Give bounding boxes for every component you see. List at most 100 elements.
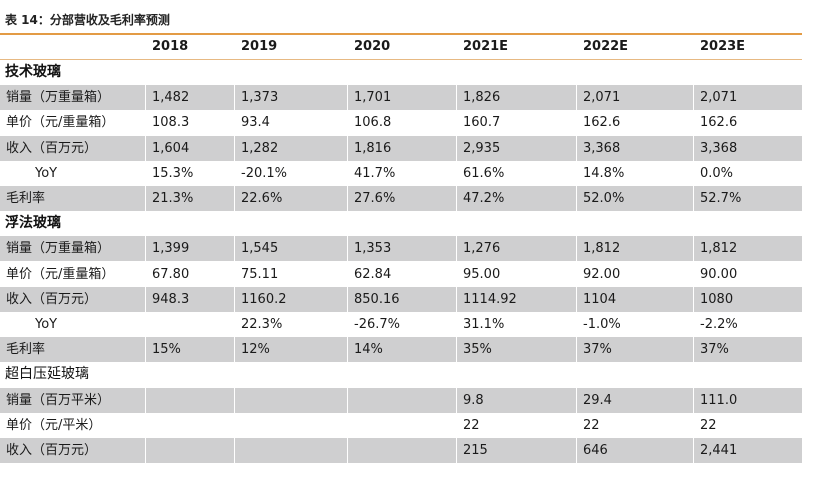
row-label: 销量（百万平米） [6,392,111,408]
value-cell: 1,604 [146,135,234,161]
cell-value: 52.0% [583,191,625,206]
cell-value: 29.4 [583,392,612,408]
row-label-cell: 超白压延玻璃 [0,362,145,387]
value-cell [457,211,576,236]
value-cell [146,312,234,337]
value-cell: 111.0 [694,387,802,413]
table-row: 单价（元/重量箱） 108.3 93.4 106.8 160.7 162.6 162.6 [0,110,802,135]
header-divider [0,59,802,60]
value-cell [457,60,576,85]
value-cell: 1104 [577,286,693,312]
value-cell [348,60,456,85]
cell-value: 3,368 [583,140,621,156]
value-cell [348,413,456,438]
value-cell: 37% [694,337,802,363]
cell-value: 2,071 [700,90,738,106]
row-label-cell: 毛利率 [0,337,145,363]
cell-value: 111.0 [700,392,738,408]
value-cell: 12% [235,337,347,363]
table-header-row: 2018 2019 2020 2021E 2022E 2023E [0,34,802,59]
row-label: 销量（万重量箱） [6,90,111,106]
cell-value: 47.2% [463,191,505,206]
value-cell [235,60,347,85]
cell-value: 37% [700,342,729,358]
value-cell [694,362,802,387]
cell-value: 1160.2 [241,291,287,307]
cell-value: 67.80 [152,266,190,282]
cell-value: 160.7 [463,115,501,131]
value-cell: 162.6 [577,110,693,135]
row-label: 收入（百万元） [6,140,98,156]
value-cell: 948.3 [146,286,234,312]
value-cell: 62.84 [348,262,456,287]
header-cell-2023e: 2023E [700,39,746,54]
value-cell: 1,482 [146,85,234,111]
value-cell: 106.8 [348,110,456,135]
value-cell: 160.7 [457,110,576,135]
cell-value: 52.7% [700,191,742,206]
value-cell: 1,701 [348,85,456,111]
table-row: 收入（百万元） 215 646 2,441 [0,438,802,463]
cell-value: 1,353 [354,241,392,257]
row-label-cell: 收入（百万元） [0,286,145,312]
cell-value: 9.8 [463,392,484,408]
row-label-cell: YoY [0,312,145,337]
row-label: 单价（元/平米） [6,417,102,433]
row-label-cell: 单价（元/平米） [0,413,145,438]
cell-value: 15.3% [152,165,194,181]
value-cell [348,211,456,236]
value-cell: 93.4 [235,110,347,135]
cell-value: 948.3 [152,291,190,307]
value-cell: -20.1% [235,161,347,186]
value-cell: 1114.92 [457,286,576,312]
cell-value: 106.8 [354,115,392,131]
cell-value: 31.1% [463,317,505,332]
value-cell: 0.0% [694,161,802,186]
table-title: 表 14：分部营收及毛利率预测 [5,13,170,27]
value-cell: 2,441 [694,438,802,463]
cell-value: 2,935 [463,140,501,156]
value-cell: 92.00 [577,262,693,287]
value-cell: 850.16 [348,286,456,312]
value-cell: 1,373 [235,85,347,111]
value-cell: 162.6 [694,110,802,135]
cell-value: 1,545 [241,241,279,257]
value-cell: 1,276 [457,236,576,262]
cell-value: 1114.92 [463,291,517,307]
value-cell [146,60,234,85]
value-cell: 2,071 [577,85,693,111]
value-cell: 646 [577,438,693,463]
value-cell: 61.6% [457,161,576,186]
value-cell: 9.8 [457,387,576,413]
cell-value: 1,826 [463,90,501,106]
cell-value: 35% [463,342,492,358]
value-cell [235,362,347,387]
row-label: 销量（万重量箱） [6,241,111,257]
value-cell: 1,812 [577,236,693,262]
cell-value: 0.0% [700,165,734,181]
value-cell: -1.0% [577,312,693,337]
cell-value: 93.4 [241,115,270,131]
cell-value: 22.3% [241,317,283,332]
cell-value: 1,812 [700,241,738,257]
value-cell: 27.6% [348,186,456,211]
cell-value: 2,441 [700,443,738,458]
cell-value: 2,071 [583,90,621,106]
table-row: 单价（元/重量箱） 67.80 75.11 62.84 95.00 92.00 90.00 [0,262,802,287]
value-cell: 14% [348,337,456,363]
cell-value: 22 [463,417,480,433]
cell-value: -2.2% [700,317,738,332]
value-cell: 108.3 [146,110,234,135]
section-row: 超白压延玻璃 [0,362,802,387]
value-cell: 31.1% [457,312,576,337]
row-label: YoY [35,165,58,181]
value-cell [348,438,456,463]
value-cell: 1160.2 [235,286,347,312]
value-cell: 22.6% [235,186,347,211]
cell-value: 162.6 [700,115,738,131]
value-cell: 29.4 [577,387,693,413]
cell-value: 27.6% [354,191,396,206]
value-cell: 35% [457,337,576,363]
value-cell: 14.8% [577,161,693,186]
cell-value: 1,482 [152,90,190,106]
